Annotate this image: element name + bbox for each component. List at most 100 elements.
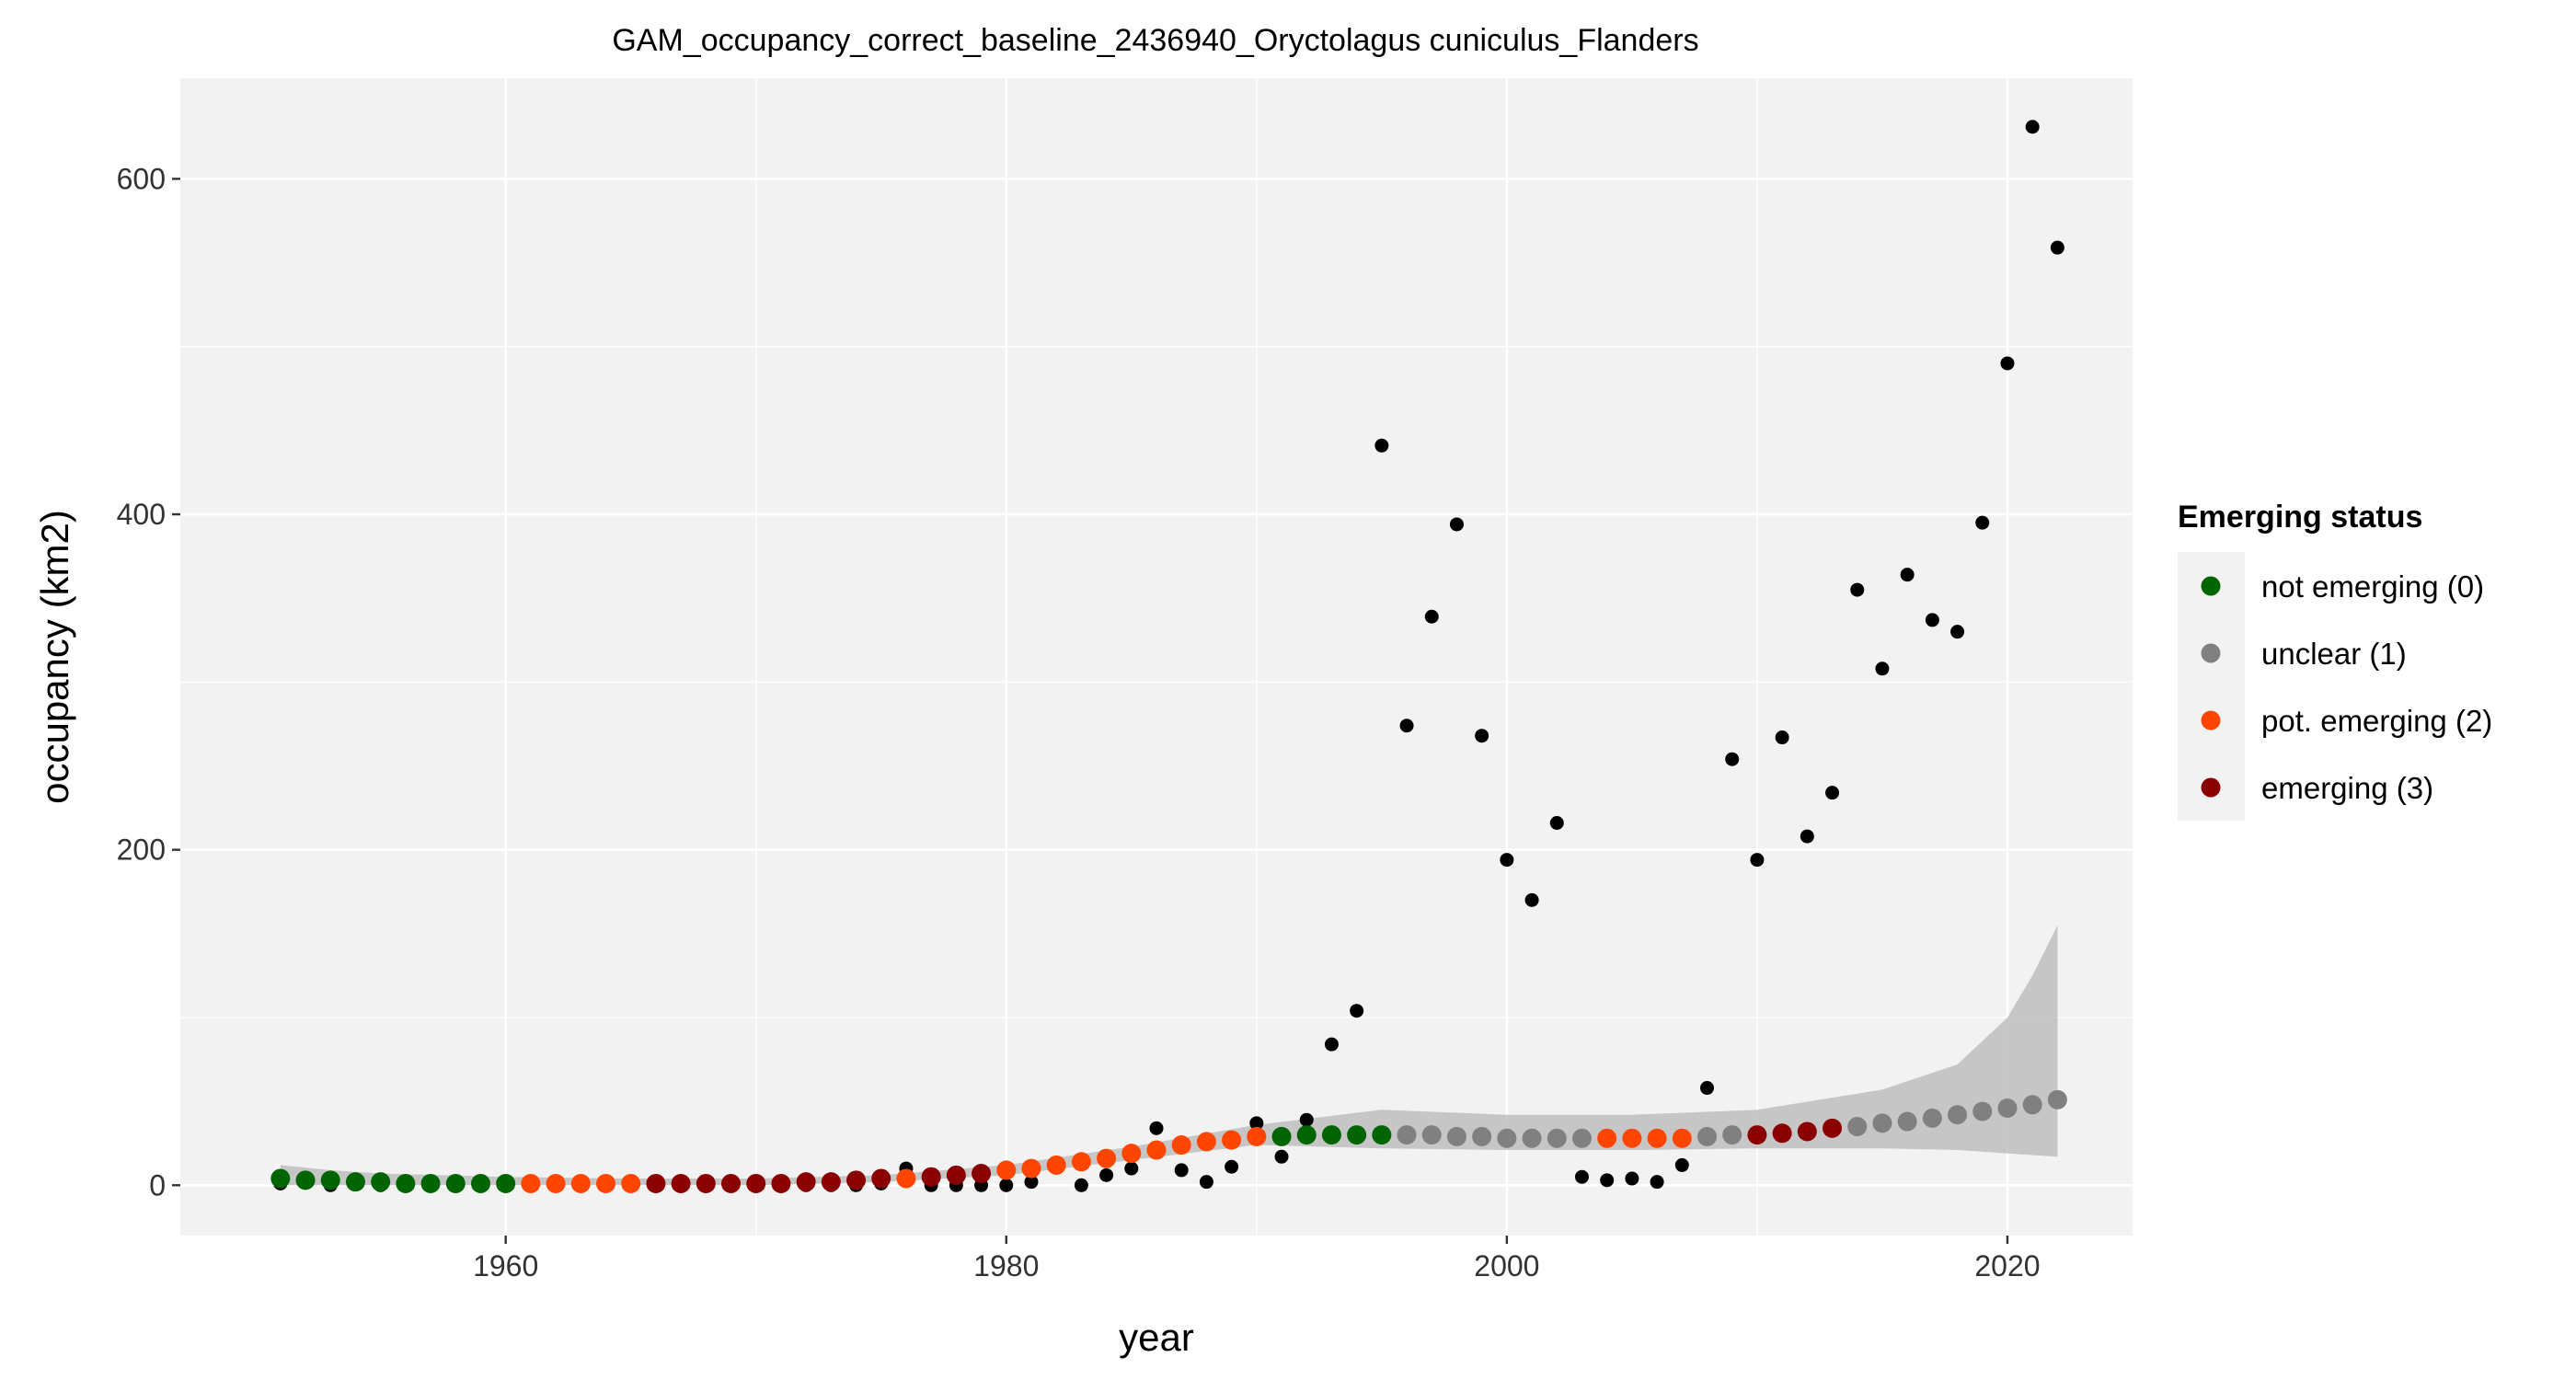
fitted-point: [1196, 1132, 1216, 1152]
fitted-point: [1847, 1116, 1868, 1136]
fitted-point: [1497, 1128, 1517, 1148]
legend-label: unclear (1): [2261, 637, 2407, 671]
plot-panel: [180, 78, 2133, 1236]
fitted-point: [1997, 1098, 2018, 1118]
observed-point: [1124, 1161, 1139, 1176]
observed-point: [1925, 613, 1939, 627]
fitted-point: [1071, 1152, 1091, 1172]
observed-point: [1600, 1173, 1615, 1188]
fitted-point: [1097, 1148, 1117, 1168]
fitted-point: [2047, 1089, 2067, 1110]
observed-point: [1900, 568, 1915, 582]
fitted-point: [445, 1173, 466, 1193]
legend-key: [2201, 777, 2221, 798]
observed-point: [2000, 356, 2015, 371]
fitted-point: [1647, 1128, 1667, 1148]
fitted-point: [371, 1172, 391, 1192]
observed-point: [1074, 1178, 1088, 1192]
observed-point: [1700, 1081, 1715, 1096]
fitted-point: [420, 1173, 441, 1193]
observed-point: [2050, 240, 2064, 255]
fitted-point: [946, 1165, 966, 1185]
x-tick-label: 2020: [1974, 1249, 2040, 1282]
fitted-point: [972, 1164, 992, 1184]
y-axis-title: occupancy (km2): [33, 510, 76, 804]
observed-point: [1449, 517, 1464, 532]
observed-point: [1850, 582, 1865, 597]
fitted-point: [1421, 1125, 1442, 1145]
fitted-point: [746, 1173, 766, 1193]
fitted-point: [396, 1173, 416, 1193]
fitted-point: [771, 1173, 791, 1193]
fitted-point: [1247, 1126, 1267, 1146]
y-tick-label: 200: [117, 834, 166, 867]
fitted-point: [1772, 1123, 1792, 1144]
observed-point: [1950, 625, 1965, 639]
observed-point: [1399, 719, 1414, 733]
fitted-point: [1347, 1125, 1367, 1145]
x-axis-title: year: [1119, 1316, 1194, 1359]
observed-point: [1975, 515, 1990, 530]
fitted-point: [270, 1168, 291, 1189]
x-tick-label: 2000: [1474, 1249, 1539, 1282]
observed-point: [1674, 1157, 1689, 1172]
fitted-point: [821, 1172, 841, 1192]
fitted-point: [2022, 1095, 2042, 1115]
y-axis: 0 200 400 600: [117, 162, 180, 1202]
fitted-point: [1397, 1125, 1417, 1145]
observed-point: [1500, 853, 1514, 868]
x-tick-label: 1960: [473, 1249, 538, 1282]
fitted-point: [1121, 1144, 1142, 1164]
fitted-point: [1372, 1125, 1392, 1145]
fitted-points: [270, 1089, 2067, 1193]
y-tick-label: 0: [149, 1168, 166, 1202]
observed-point: [1725, 752, 1740, 766]
observed-point: [2025, 120, 2040, 134]
fitted-point: [1972, 1101, 1993, 1121]
fitted-point: [1271, 1126, 1292, 1146]
fitted-point: [1797, 1121, 1817, 1142]
legend-key-background: [2178, 552, 2245, 821]
fitted-point: [1747, 1125, 1767, 1145]
fitted-point: [496, 1173, 516, 1193]
legend-title: Emerging status: [2178, 500, 2422, 535]
fitted-point: [1146, 1140, 1167, 1160]
fitted-point: [1446, 1126, 1466, 1146]
observed-point: [1625, 1171, 1639, 1186]
fitted-point: [671, 1173, 691, 1193]
fitted-point: [1722, 1125, 1742, 1145]
fitted-point: [320, 1170, 340, 1190]
fitted-point: [1872, 1113, 1892, 1133]
fitted-point: [796, 1172, 816, 1192]
observed-point: [1149, 1121, 1164, 1135]
confidence-ribbon: [280, 925, 2058, 1186]
observed-point: [1024, 1175, 1039, 1190]
fitted-point: [1522, 1128, 1542, 1148]
fitted-point: [1697, 1126, 1718, 1146]
legend-label: pot. emerging (2): [2261, 704, 2492, 738]
observed-point: [1299, 1112, 1314, 1127]
observed-point: [1875, 661, 1890, 676]
observed-point: [1800, 829, 1814, 844]
fitted-point: [595, 1173, 615, 1193]
fitted-point: [1296, 1125, 1317, 1145]
fitted-point: [546, 1173, 566, 1193]
fitted-point: [721, 1173, 742, 1193]
fitted-point: [1021, 1158, 1041, 1179]
fitted-point: [1571, 1128, 1592, 1148]
observed-point: [1274, 1149, 1289, 1164]
x-tick-label: 1980: [973, 1249, 1039, 1282]
fitted-point: [470, 1173, 490, 1193]
observed-point: [1424, 609, 1439, 624]
fitted-point: [1823, 1118, 1843, 1138]
legend-label: emerging (3): [2261, 771, 2433, 805]
observed-point: [1825, 786, 1840, 800]
observed-point: [1225, 1159, 1239, 1174]
fitted-point: [570, 1173, 591, 1193]
chart-title: GAM_occupancy_correct_baseline_2436940_O…: [612, 23, 1698, 58]
fitted-point: [846, 1170, 867, 1190]
fitted-point: [521, 1173, 541, 1193]
fitted-point: [646, 1173, 666, 1193]
legend-key: [2201, 710, 2221, 730]
